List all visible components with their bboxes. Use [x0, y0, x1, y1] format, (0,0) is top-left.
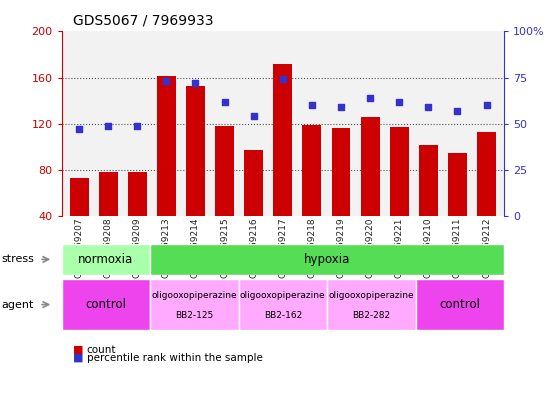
- Text: GDS5067 / 7969933: GDS5067 / 7969933: [73, 14, 213, 28]
- Text: BB2-282: BB2-282: [352, 311, 390, 320]
- Point: [249, 113, 258, 119]
- Point: [366, 95, 375, 101]
- Text: control: control: [85, 298, 127, 311]
- Bar: [62, 279, 150, 330]
- Point: [220, 99, 229, 105]
- Point: [395, 99, 404, 105]
- Bar: [186, 86, 205, 216]
- Bar: [239, 279, 327, 330]
- Text: agent: agent: [1, 299, 34, 310]
- Point: [453, 108, 462, 114]
- Text: normoxia: normoxia: [78, 253, 133, 266]
- Bar: [361, 117, 380, 216]
- Point: [191, 80, 200, 86]
- Bar: [244, 151, 263, 216]
- Text: percentile rank within the sample: percentile rank within the sample: [87, 353, 263, 363]
- Bar: [69, 178, 88, 216]
- Bar: [332, 129, 351, 216]
- Text: ■: ■: [73, 353, 83, 363]
- Text: BB2-125: BB2-125: [175, 311, 213, 320]
- Point: [104, 123, 113, 129]
- Bar: [419, 145, 438, 216]
- Text: oligooxopiperazine: oligooxopiperazine: [240, 291, 325, 300]
- Bar: [215, 126, 234, 216]
- Bar: [273, 64, 292, 216]
- Bar: [99, 172, 118, 216]
- Point: [307, 102, 316, 108]
- Bar: [390, 127, 409, 216]
- Text: oligooxopiperazine: oligooxopiperazine: [152, 291, 237, 300]
- Text: stress: stress: [1, 254, 34, 264]
- Point: [74, 126, 83, 132]
- Text: hypoxia: hypoxia: [304, 253, 350, 266]
- Bar: [150, 244, 504, 275]
- Text: count: count: [87, 345, 116, 355]
- Bar: [477, 132, 496, 216]
- Point: [278, 76, 287, 83]
- Text: ■: ■: [73, 345, 83, 355]
- Bar: [416, 279, 504, 330]
- Bar: [150, 279, 239, 330]
- Bar: [157, 77, 176, 216]
- Text: BB2-162: BB2-162: [264, 311, 302, 320]
- Point: [133, 123, 142, 129]
- Bar: [128, 172, 147, 216]
- Bar: [302, 125, 321, 216]
- Bar: [62, 244, 150, 275]
- Bar: [448, 152, 467, 216]
- Bar: [327, 279, 416, 330]
- Point: [162, 78, 171, 84]
- Text: control: control: [439, 298, 480, 311]
- Point: [337, 104, 346, 110]
- Point: [482, 102, 491, 108]
- Point: [424, 104, 433, 110]
- Text: oligooxopiperazine: oligooxopiperazine: [329, 291, 414, 300]
